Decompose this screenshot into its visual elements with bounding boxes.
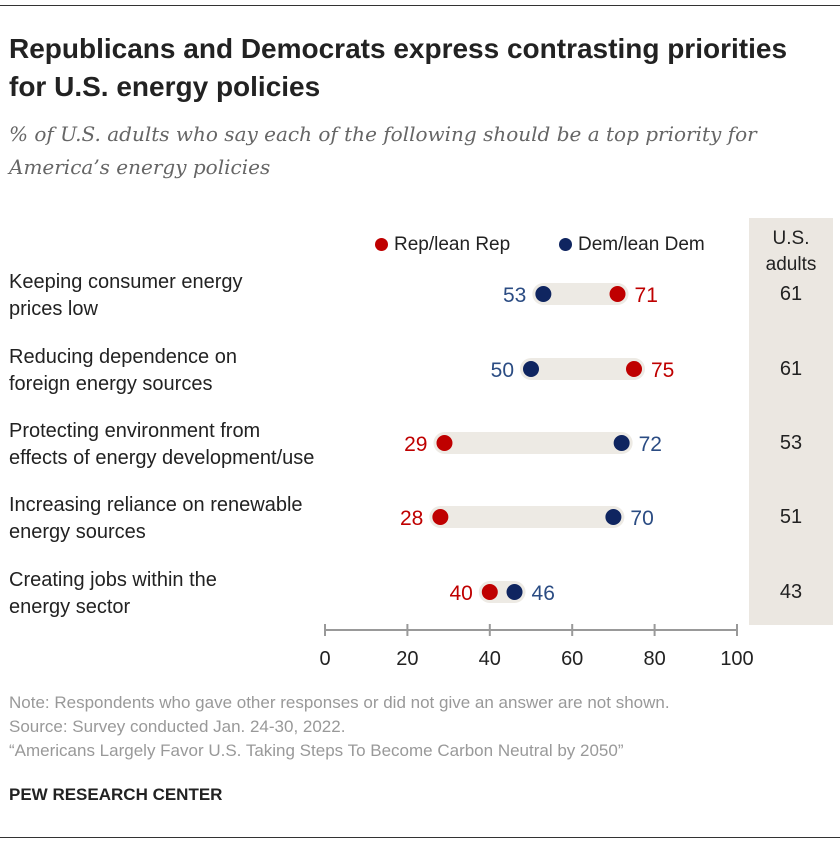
bottom-rule — [0, 837, 840, 838]
rep-dot — [436, 435, 453, 451]
row-label-line: prices low — [9, 298, 98, 320]
rep-value-label: 40 — [449, 582, 472, 605]
row-label-line: foreign energy sources — [9, 373, 213, 395]
dem-dot — [535, 286, 552, 302]
legend-rep: Rep/lean Rep — [375, 234, 510, 256]
x-tick-label: 80 — [643, 648, 665, 670]
row-label-line: energy sector — [9, 596, 131, 618]
row-label: Protecting environment from effects of en… — [9, 418, 379, 472]
report-title: “Americans Largely Favor U.S. Taking Ste… — [9, 741, 624, 760]
legend-dem-dot — [559, 238, 572, 251]
row-label-line: Increasing reliance on renewable — [9, 494, 303, 516]
row-label: Reducing dependence on foreign energy sou… — [9, 344, 379, 398]
legend-rep-label: Rep/lean Rep — [394, 234, 511, 255]
rep-dot — [609, 286, 626, 302]
dem-value-label: 53 — [503, 284, 526, 307]
range-bar — [532, 283, 629, 305]
row-label: Increasing reliance on renewable energy s… — [9, 492, 379, 546]
row-label-line: Keeping consumer energy — [9, 271, 243, 293]
rep-dot — [481, 584, 498, 600]
us-adults-value: 61 — [779, 283, 803, 305]
dem-value-label: 72 — [639, 433, 662, 456]
dem-dot — [605, 509, 622, 525]
legend-dem-label: Dem/lean Dem — [578, 234, 705, 255]
dem-dot — [613, 435, 630, 451]
range-bar — [520, 358, 645, 380]
rep-value-label: 29 — [404, 433, 427, 456]
us-adults-column — [749, 218, 833, 625]
row-label-line: effects of energy development/use — [9, 447, 315, 469]
dem-value-label: 50 — [491, 359, 514, 382]
row-label-line: Protecting environment from — [9, 420, 261, 442]
x-tick-label: 0 — [319, 648, 330, 670]
legend-rep-dot — [375, 238, 388, 251]
us-adults-value: 61 — [779, 358, 803, 380]
row-label: Creating jobs within the energy sector — [9, 567, 379, 621]
rep-value-label: 75 — [651, 359, 674, 382]
source: Source: Survey conducted Jan. 24-30, 202… — [9, 717, 346, 736]
x-tick-label: 60 — [561, 648, 583, 670]
rep-dot — [626, 361, 642, 377]
x-tick-label: 20 — [396, 648, 418, 670]
chart-subtitle: % of U.S. adults who say each of the fol… — [9, 122, 757, 179]
row-label-line: Creating jobs within the — [9, 569, 217, 591]
dem-dot — [523, 361, 539, 377]
x-tick-label: 100 — [720, 648, 753, 670]
dem-value-label: 70 — [630, 507, 653, 530]
top-rule — [0, 5, 840, 6]
x-tick-label: 40 — [479, 648, 501, 670]
us-adults-header: U.S. adults — [765, 228, 817, 275]
brand: PEW RESEARCH CENTER — [9, 785, 223, 804]
us-adults-value: 43 — [779, 581, 803, 603]
row-label-line: Reducing dependence on — [9, 346, 237, 368]
note: Note: Respondents who gave other respons… — [9, 693, 670, 712]
range-bar — [429, 506, 625, 528]
rep-dot — [432, 509, 449, 525]
rep-value-label: 71 — [635, 284, 658, 307]
row-label-line: energy sources — [9, 521, 146, 543]
legend-dem: Dem/lean Dem — [559, 234, 705, 256]
rep-value-label: 28 — [400, 507, 423, 530]
range-bar — [433, 432, 633, 454]
dem-dot — [506, 584, 523, 600]
dem-value-label: 46 — [532, 582, 555, 605]
chart-title: Republicans and Democrats express contra… — [9, 33, 788, 102]
us-adults-value: 51 — [779, 506, 803, 528]
us-adults-value: 53 — [779, 432, 803, 454]
row-label: Keeping consumer energy prices low — [9, 269, 379, 323]
